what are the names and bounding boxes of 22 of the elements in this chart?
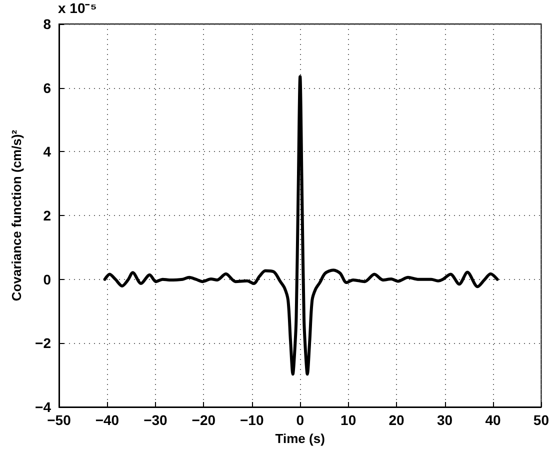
y-tick-label: 2 [43, 208, 52, 224]
x-tick-label: 50 [533, 412, 550, 428]
x-tick-label: −20 [192, 412, 216, 428]
x-tick-label: −40 [95, 412, 120, 428]
x-tick-label: 0 [296, 412, 304, 428]
line-series [103, 75, 499, 376]
y-tick-label: 4 [43, 144, 52, 160]
x-tick-label: −10 [240, 412, 264, 428]
text: x 10⁻⁵ [58, 0, 97, 16]
y-tick-label: 6 [43, 80, 52, 96]
x-axis-title: Time (s) [275, 430, 325, 446]
x-tick-label: 30 [436, 412, 453, 428]
x-tick-label: −50 [47, 412, 72, 428]
y-tick-label: −4 [35, 399, 52, 415]
x-tick-label: 40 [485, 412, 501, 428]
y-tick-label: 0 [43, 271, 52, 288]
y-axis-title: Covariance function (cm/s)² [9, 129, 24, 302]
x-tick-label: −30 [144, 412, 168, 428]
y-tick-label: 8 [43, 16, 52, 32]
x-tick-label: 10 [340, 412, 356, 428]
y-tick-label: −2 [35, 335, 52, 352]
x-tick-label: 20 [388, 412, 405, 428]
